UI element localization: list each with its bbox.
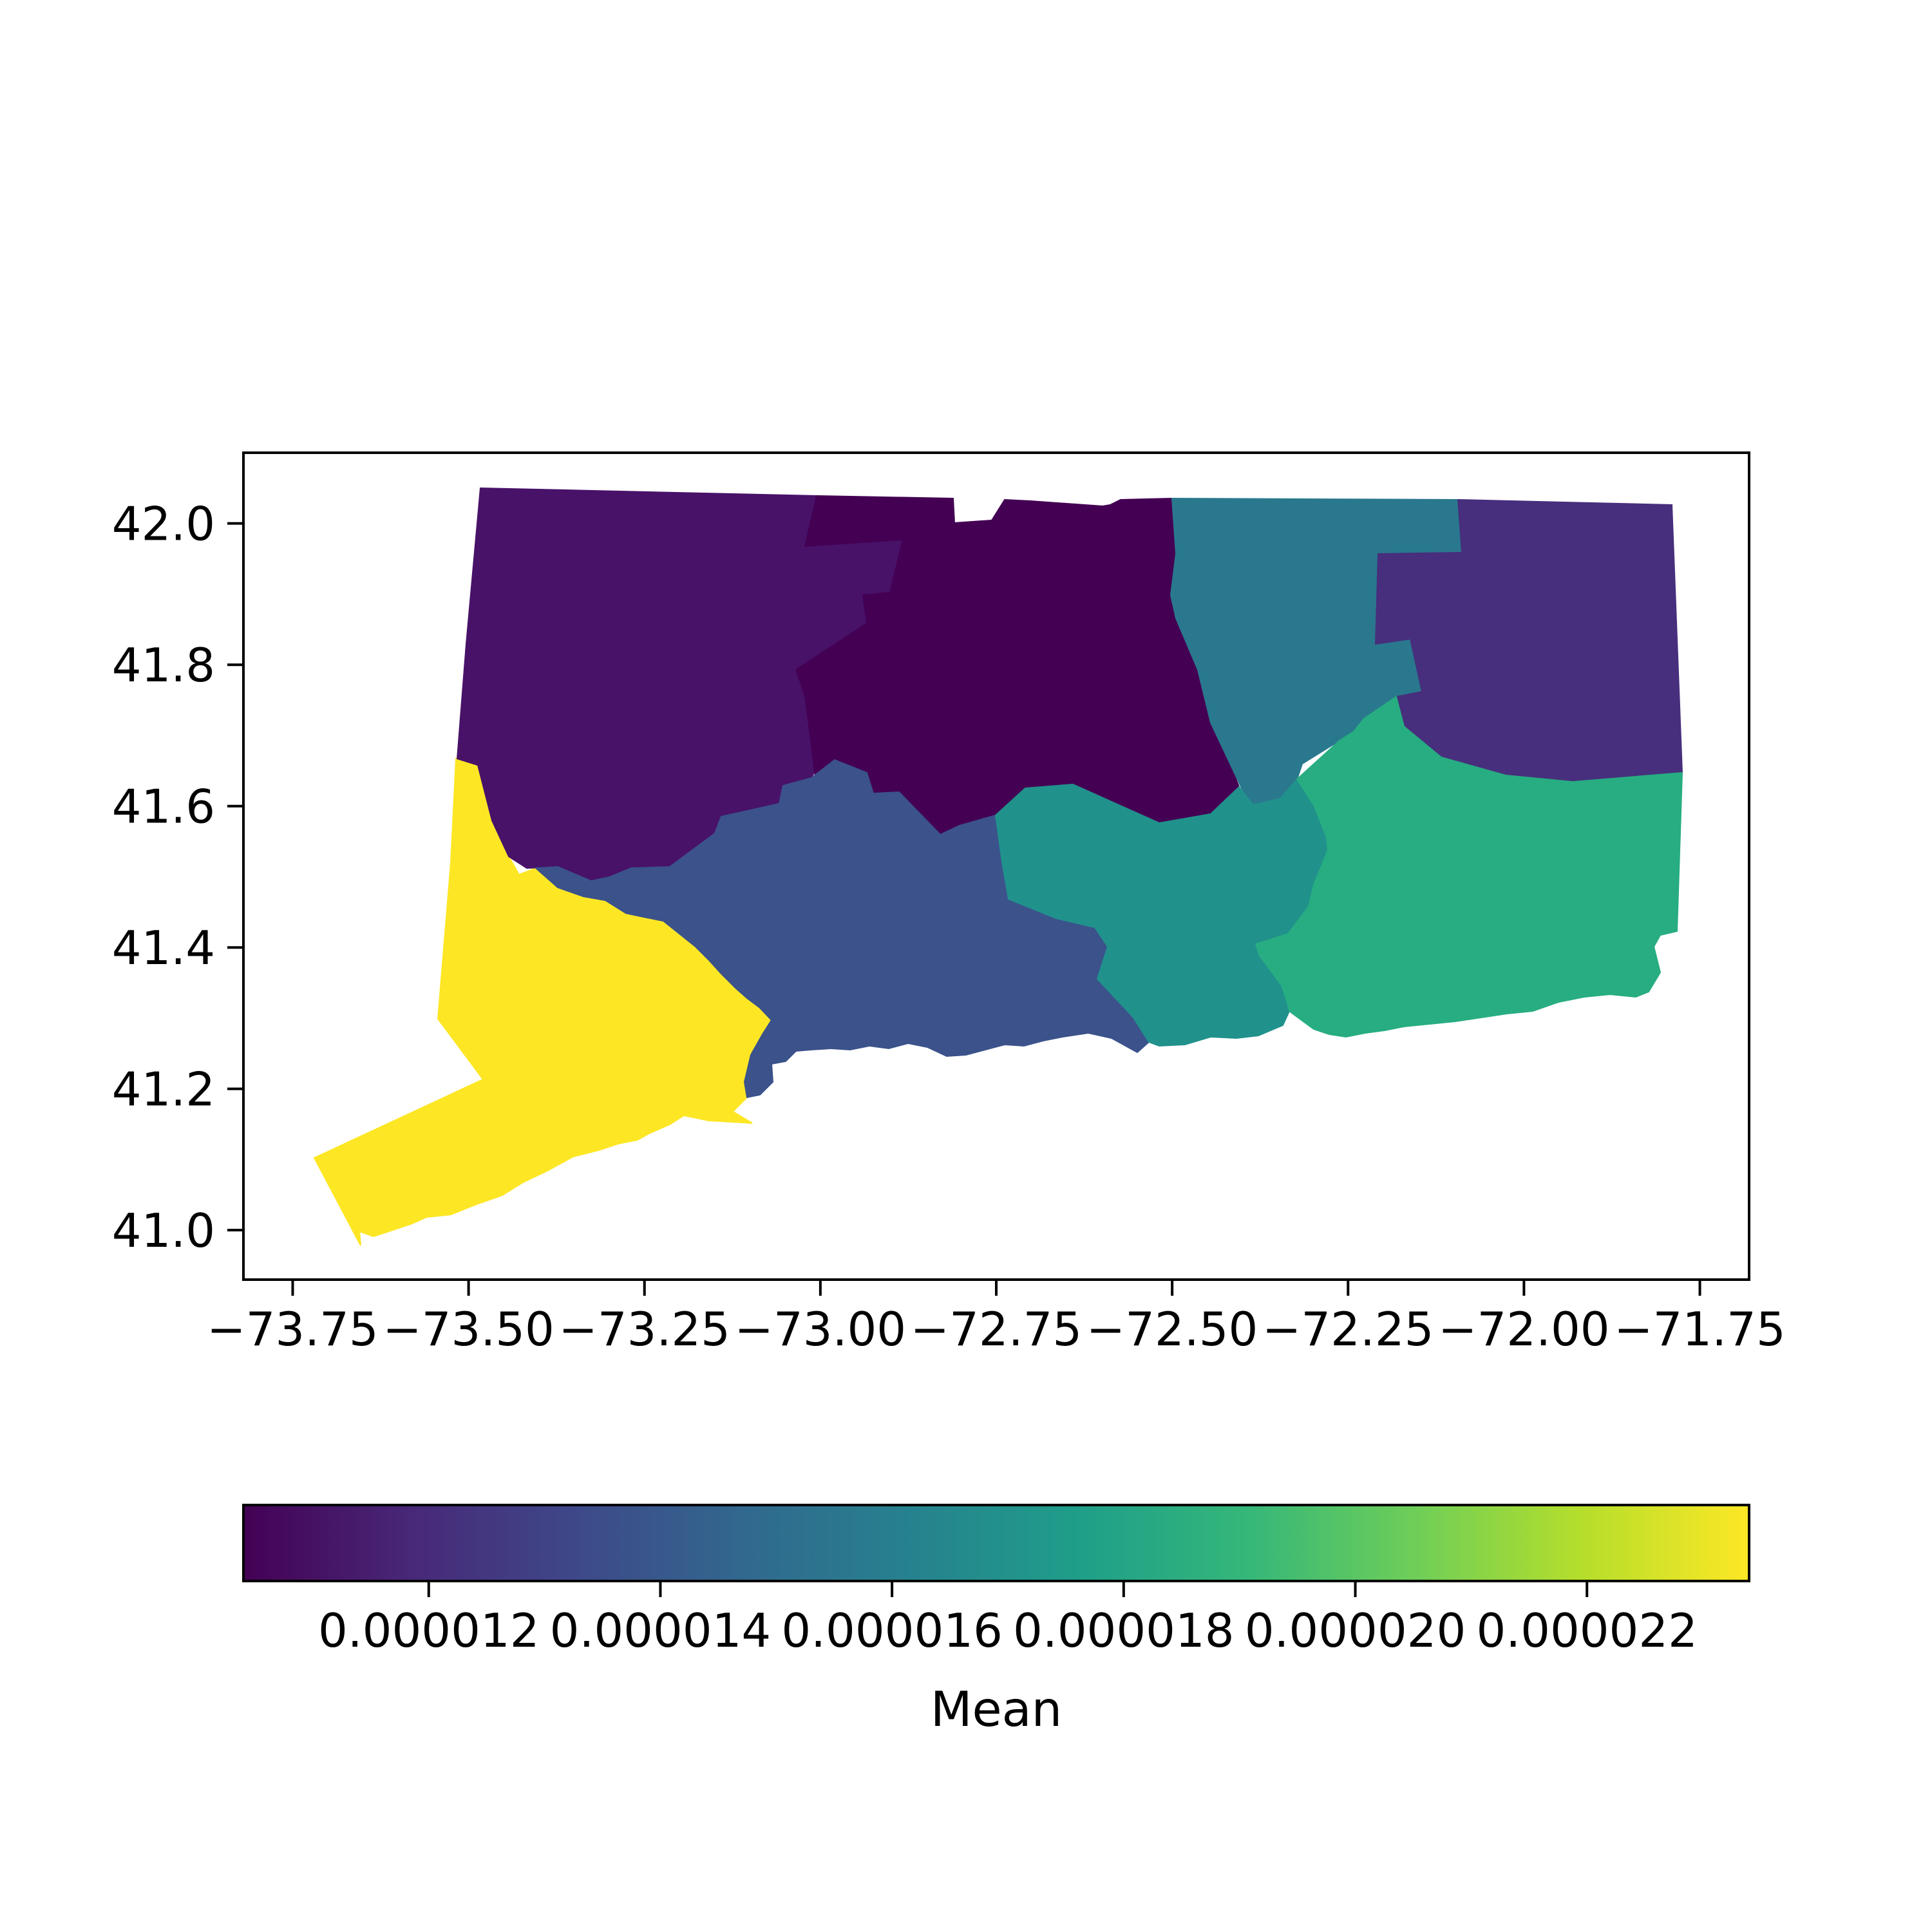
x-tick-label: −71.75 [1614,1302,1785,1356]
colorbar-tick-label: 0.000016 [781,1604,1003,1658]
x-tick-label: −72.50 [1086,1302,1258,1356]
colorbar-ticks: 0.000012 0.000014 0.000016 0.000018 0.000020… [318,1581,1698,1658]
x-tick-label: −72.75 [911,1302,1082,1356]
x-axis-ticks: −73.75 −73.50 −73.25 −73.00 −72.75 −72.50 −72.… [207,1280,1786,1356]
colorbar [242,1504,1750,1582]
x-tick-label: −73.50 [383,1302,554,1356]
x-tick-label: −73.25 [559,1302,730,1356]
region-new-haven [534,759,1150,1099]
colorbar-label: Mean [931,1681,1062,1738]
x-tick-label: −72.00 [1438,1302,1609,1356]
colorbar-tick-label: 0.000022 [1476,1604,1698,1658]
y-tick-label: 41.0 [112,1204,215,1258]
region-new-london [1255,696,1683,1038]
x-tick-label: −73.00 [735,1302,906,1356]
y-tick-label: 41.2 [112,1063,215,1117]
map-regions [313,487,1683,1246]
y-tick-label: 42.0 [112,497,215,551]
colorbar-tick-label: 0.000014 [550,1604,772,1658]
y-tick-label: 41.6 [112,780,215,834]
colorbar-tick-label: 0.000020 [1245,1604,1466,1658]
x-tick-label: −72.25 [1262,1302,1434,1356]
y-axis-ticks: 41.0 41.2 41.4 41.6 41.8 42.0 [112,497,243,1258]
y-tick-label: 41.8 [112,638,215,692]
colorbar-tick-label: 0.000018 [1013,1604,1235,1658]
x-tick-label: −73.75 [207,1302,378,1356]
colorbar-tick-label: 0.000012 [318,1604,540,1658]
y-tick-label: 41.4 [112,921,215,975]
